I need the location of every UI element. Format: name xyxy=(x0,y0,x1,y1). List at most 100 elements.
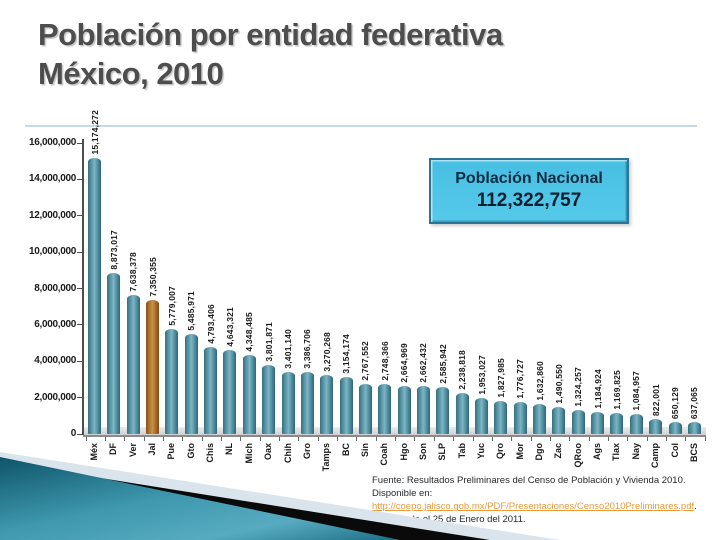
y-axis-label: 12,000,000 xyxy=(28,209,76,221)
y-axis-label: 4,000,000 xyxy=(34,355,76,367)
bar-Dgo xyxy=(533,404,547,434)
x-axis-tick xyxy=(85,437,87,441)
y-axis-tick xyxy=(77,397,82,399)
bar-Qro xyxy=(494,401,508,434)
bar-value-label: 3,270,268 xyxy=(321,332,332,372)
slide-title-line2: México, 2010 xyxy=(38,55,224,91)
y-axis-tick xyxy=(77,288,82,289)
y-axis-tick xyxy=(77,433,82,435)
bar-Yuc xyxy=(475,398,488,434)
x-axis-tick xyxy=(414,437,416,441)
x-axis-label-Chis: Chis xyxy=(205,443,216,463)
bar-BC xyxy=(339,377,353,434)
bar-Coah xyxy=(378,384,392,434)
x-axis-tick xyxy=(375,437,377,441)
bar-value-label: 3,801,871 xyxy=(263,322,274,362)
y-axis-tick xyxy=(77,215,82,217)
bar-NL xyxy=(223,350,237,434)
x-axis-tick xyxy=(453,437,455,441)
y-axis-label: 14,000,000 xyxy=(28,173,76,185)
y-axis-tick xyxy=(77,324,82,326)
chart-floor xyxy=(83,427,706,437)
x-axis-tick xyxy=(201,437,203,441)
bar-value-label: 637,065 xyxy=(689,386,700,419)
bar-value-label: 1,827,985 xyxy=(495,358,506,398)
x-axis-label-Coah: Coah xyxy=(379,443,390,466)
x-axis-label-NL: NL xyxy=(224,443,235,455)
bar-value-label: 822,001 xyxy=(650,383,661,416)
bar-value-label: 3,386,706 xyxy=(302,329,313,369)
x-axis-label-Sin: Sin xyxy=(359,443,370,458)
bar-Mich xyxy=(242,355,256,434)
x-axis-tick xyxy=(298,437,300,441)
bar-value-label: 7,350,355 xyxy=(147,257,158,297)
bar-value-label: 1,169,825 xyxy=(611,370,622,410)
bar-value-label: 4,348,485 xyxy=(244,312,255,352)
bar-Col xyxy=(668,422,682,434)
x-axis-label-Jal: Jal xyxy=(147,443,158,456)
bar-Gro xyxy=(300,372,314,434)
callout-label: Población Nacional xyxy=(455,170,603,187)
x-axis-tick xyxy=(607,437,609,441)
x-axis-tick xyxy=(356,437,358,441)
y-axis-tick xyxy=(77,251,82,253)
x-axis-label-Gto: Gto xyxy=(185,443,196,459)
bar-value-label: 650,129 xyxy=(670,386,680,419)
x-axis-tick xyxy=(511,437,513,441)
x-axis-label-Tamps: Tamps xyxy=(321,443,332,472)
bar-value-label: 5,779,007 xyxy=(166,286,177,326)
x-axis-tick xyxy=(685,437,687,441)
slide-title-line1: Población por entidad federativa xyxy=(38,17,503,52)
source-note-prefix: Fuente: Resultados Preliminares del Cens… xyxy=(372,475,686,500)
x-axis-label-Mich: Mich xyxy=(243,443,254,464)
bar-Mor xyxy=(513,402,527,434)
x-axis-label-Camp: Camp xyxy=(650,443,661,469)
bar-Ags xyxy=(591,412,605,434)
bar-value-label: 1,184,924 xyxy=(592,369,603,409)
source-link[interactable]: http://coepo.jalisco.gob.mx/PDF/Presenta… xyxy=(372,501,695,513)
x-axis-tick xyxy=(549,437,551,441)
y-axis-label: 0 xyxy=(70,428,77,439)
bar-value-label: 15,174,272 xyxy=(89,110,100,155)
x-axis-tick xyxy=(666,437,667,441)
x-axis-tick xyxy=(124,437,126,441)
x-axis-tick xyxy=(433,437,435,441)
national-population-callout: Población Nacional 112,322,757 xyxy=(429,158,629,224)
slide-title: Población por entidad federativa México,… xyxy=(38,16,678,94)
bar-value-label: 1,776,727 xyxy=(515,359,526,399)
x-axis-label-Pue: Pue xyxy=(166,443,177,460)
bar-value-label: 1,490,550 xyxy=(553,364,564,404)
x-axis-label-Tlax: Tlax xyxy=(611,443,622,462)
x-axis-label-Dgo: Dgo xyxy=(534,443,545,461)
x-axis-tick xyxy=(162,437,164,441)
x-axis-tick xyxy=(220,437,222,441)
bar-value-label: 1,953,027 xyxy=(476,355,487,395)
bar-Hgo xyxy=(397,386,411,434)
bar-value-label: 2,662,432 xyxy=(418,343,429,383)
x-axis-label-Ver: Ver xyxy=(127,443,138,458)
bar-Tamps xyxy=(320,375,334,434)
bar-value-label: 1,632,860 xyxy=(534,361,545,401)
x-axis-label-BC: BC xyxy=(340,443,351,456)
bar-DF xyxy=(107,273,121,434)
y-axis-tick xyxy=(77,142,82,144)
x-axis-label-Son: Son xyxy=(417,443,428,460)
x-axis-tick xyxy=(143,437,145,441)
x-axis-tick xyxy=(588,437,590,441)
bar-Méx xyxy=(88,158,101,434)
x-axis-label-Gro: Gro xyxy=(301,443,312,460)
x-axis-tick xyxy=(395,437,397,441)
x-axis-tick xyxy=(317,437,319,441)
y-axis-tick xyxy=(77,360,82,362)
title-divider xyxy=(25,125,697,127)
x-axis-tick xyxy=(259,437,261,441)
y-axis-label: 16,000,000 xyxy=(28,137,76,148)
bar-Gto xyxy=(184,334,198,434)
bar-Camp xyxy=(649,419,663,434)
bar-value-label: 7,638,378 xyxy=(128,252,139,292)
x-axis-label-Nay: Nay xyxy=(630,443,641,460)
bar-Tab xyxy=(455,393,469,434)
bar-Oax xyxy=(262,365,276,434)
x-axis-tick xyxy=(704,437,706,441)
bar-BCS xyxy=(687,422,701,434)
